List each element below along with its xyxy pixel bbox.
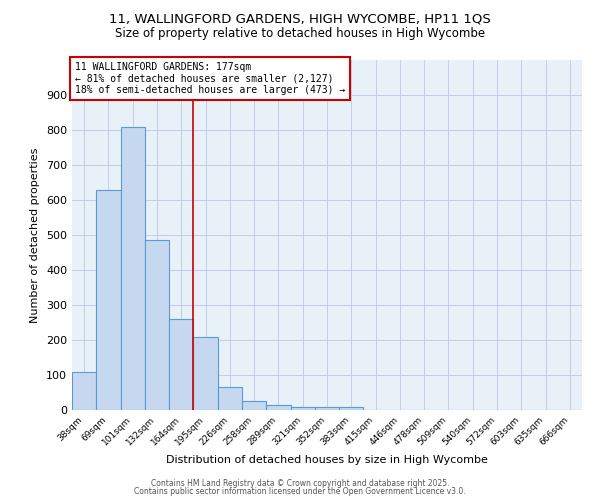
Bar xyxy=(242,401,266,410)
Text: 11, WALLINGFORD GARDENS, HIGH WYCOMBE, HP11 1QS: 11, WALLINGFORD GARDENS, HIGH WYCOMBE, H… xyxy=(109,12,491,26)
Bar xyxy=(266,405,290,410)
Text: Contains public sector information licensed under the Open Government Licence v3: Contains public sector information licen… xyxy=(134,487,466,496)
Bar xyxy=(72,372,96,410)
Bar xyxy=(145,240,169,410)
X-axis label: Distribution of detached houses by size in High Wycombe: Distribution of detached houses by size … xyxy=(166,456,488,466)
Bar xyxy=(290,406,315,410)
Text: 11 WALLINGFORD GARDENS: 177sqm
← 81% of detached houses are smaller (2,127)
18% : 11 WALLINGFORD GARDENS: 177sqm ← 81% of … xyxy=(74,62,345,95)
Bar xyxy=(121,126,145,410)
Y-axis label: Number of detached properties: Number of detached properties xyxy=(31,148,40,322)
Text: Contains HM Land Registry data © Crown copyright and database right 2025.: Contains HM Land Registry data © Crown c… xyxy=(151,478,449,488)
Bar xyxy=(315,407,339,410)
Bar xyxy=(339,407,364,410)
Bar xyxy=(218,387,242,410)
Text: Size of property relative to detached houses in High Wycombe: Size of property relative to detached ho… xyxy=(115,28,485,40)
Bar xyxy=(193,336,218,410)
Bar xyxy=(96,190,121,410)
Bar xyxy=(169,319,193,410)
